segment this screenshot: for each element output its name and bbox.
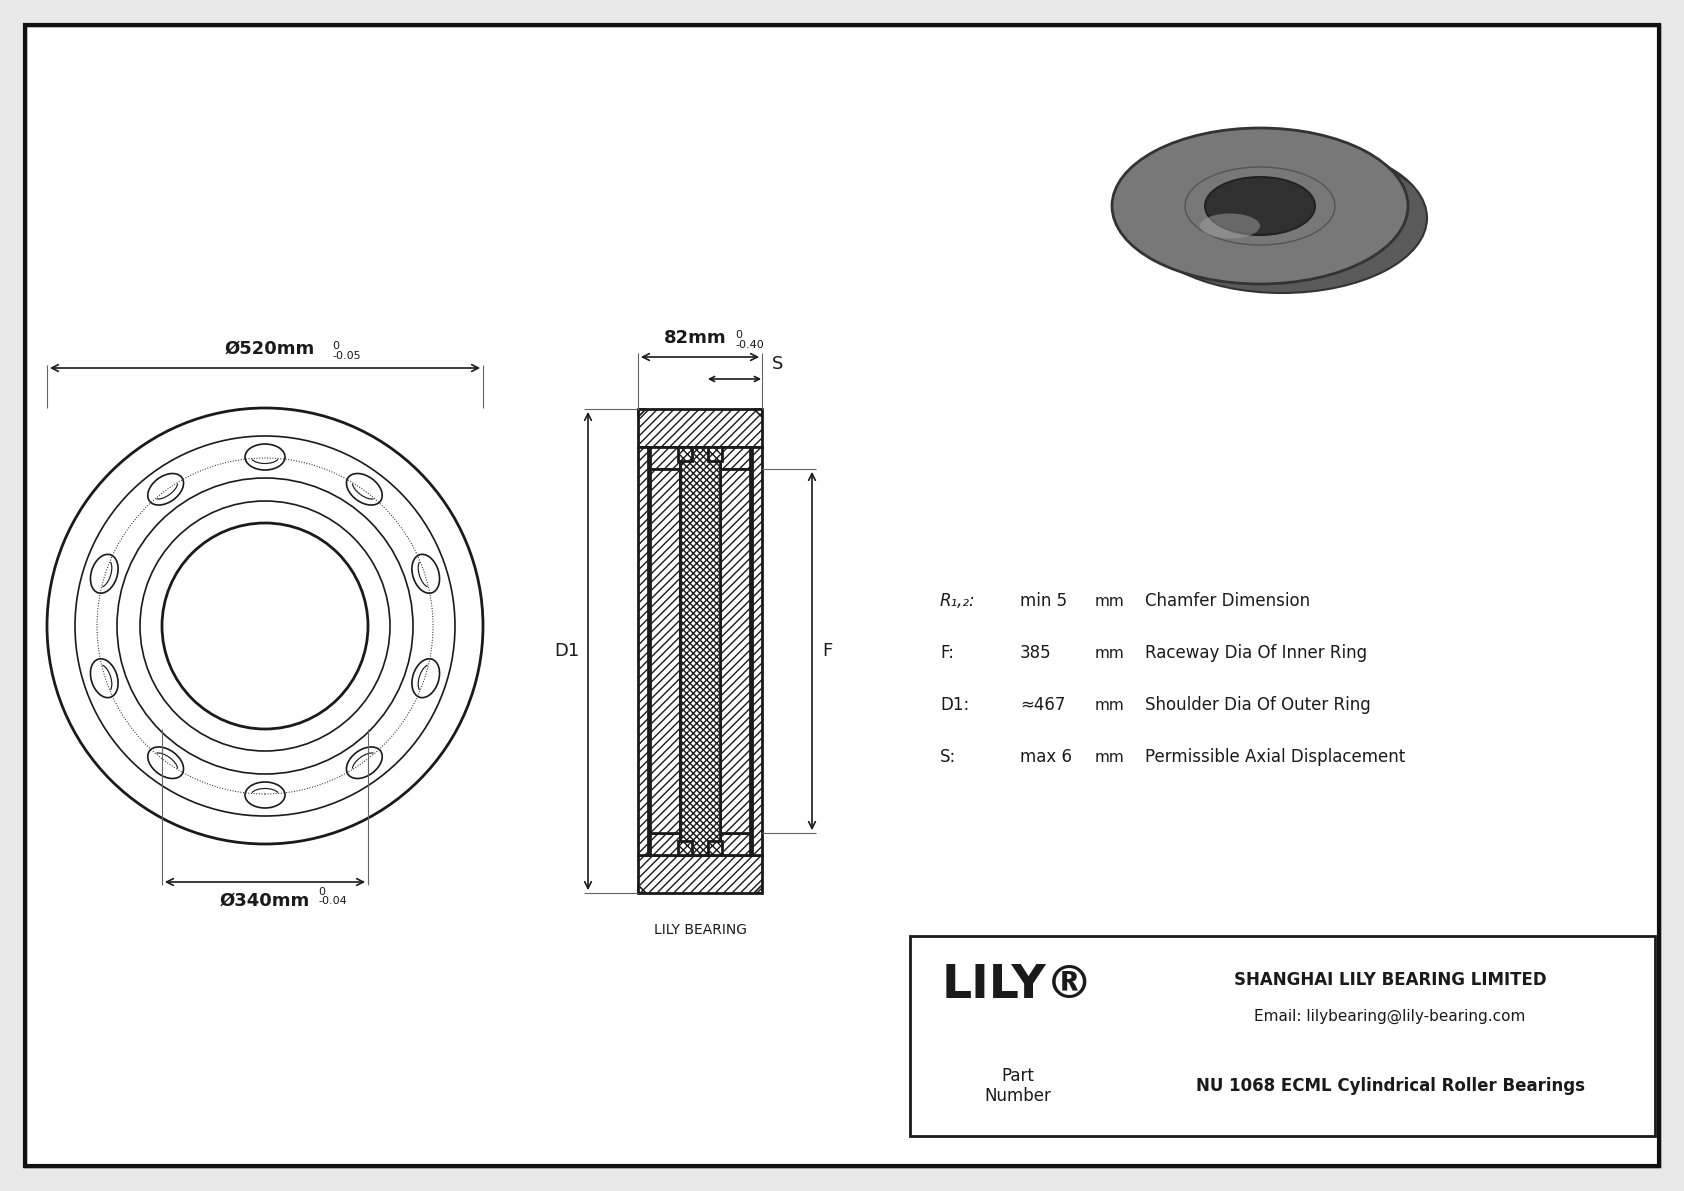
Bar	[650, 447, 680, 469]
Text: max 6: max 6	[1021, 748, 1073, 766]
Bar	[721, 833, 749, 855]
Text: 0: 0	[332, 341, 338, 351]
Bar	[721, 833, 749, 855]
Bar	[721, 469, 749, 833]
Text: R₁,₂:: R₁,₂:	[940, 592, 975, 610]
Text: 0: 0	[318, 887, 325, 897]
Text: 0: 0	[734, 330, 743, 339]
Text: Part
Number: Part Number	[983, 1067, 1051, 1105]
Bar	[706, 833, 721, 855]
Bar	[650, 469, 680, 833]
Bar	[680, 447, 695, 469]
Text: Ø520mm: Ø520mm	[226, 339, 315, 358]
Bar	[679, 447, 692, 461]
Polygon shape	[1128, 127, 1411, 183]
Text: Raceway Dia Of Inner Ring: Raceway Dia Of Inner Ring	[1145, 644, 1367, 662]
Text: F:: F:	[940, 644, 955, 662]
Text: S:: S:	[940, 748, 957, 766]
Ellipse shape	[1137, 143, 1426, 293]
Text: -0.04: -0.04	[318, 896, 347, 906]
Bar	[721, 447, 749, 469]
Bar	[679, 447, 692, 461]
Bar	[638, 409, 761, 447]
Bar	[650, 469, 680, 833]
Text: Permissible Axial Displacement: Permissible Axial Displacement	[1145, 748, 1404, 766]
Text: R₁: R₁	[699, 464, 712, 478]
Text: mm: mm	[1095, 646, 1125, 661]
Bar	[706, 447, 721, 469]
Text: D1: D1	[554, 642, 579, 660]
Bar	[707, 447, 722, 461]
Bar	[680, 447, 695, 469]
Text: mm: mm	[1095, 593, 1125, 609]
Bar	[679, 841, 692, 855]
Text: LILY BEARING: LILY BEARING	[653, 923, 746, 937]
Bar	[707, 447, 722, 461]
Bar	[638, 447, 648, 855]
Ellipse shape	[1201, 213, 1260, 238]
Bar	[638, 855, 761, 893]
Text: mm: mm	[1095, 749, 1125, 765]
Bar	[650, 447, 680, 469]
Bar	[679, 841, 692, 855]
Text: D1:: D1:	[940, 696, 970, 713]
Ellipse shape	[1111, 127, 1408, 283]
Text: -0.40: -0.40	[734, 339, 765, 350]
Bar	[753, 447, 761, 855]
Text: NU 1068 ECML Cylindrical Roller Bearings: NU 1068 ECML Cylindrical Roller Bearings	[1196, 1077, 1585, 1095]
Text: min 5: min 5	[1021, 592, 1068, 610]
Text: 385: 385	[1021, 644, 1051, 662]
Text: S: S	[771, 355, 783, 373]
Bar	[707, 841, 722, 855]
Bar	[721, 447, 749, 469]
Bar	[753, 447, 761, 855]
Text: -0.05: -0.05	[332, 351, 360, 361]
Text: LILY®: LILY®	[941, 964, 1093, 1009]
Text: mm: mm	[1095, 698, 1125, 712]
Bar	[909, 936, 1655, 1136]
Bar	[680, 833, 695, 855]
Text: Chamfer Dimension: Chamfer Dimension	[1145, 592, 1310, 610]
Text: 82mm: 82mm	[663, 329, 726, 347]
Text: SHANGHAI LILY BEARING LIMITED: SHANGHAI LILY BEARING LIMITED	[1234, 971, 1546, 989]
Bar	[721, 469, 749, 833]
Text: Email: lilybearing@lily-bearing.com: Email: lilybearing@lily-bearing.com	[1255, 1009, 1526, 1023]
Bar	[650, 833, 680, 855]
Text: Shoulder Dia Of Outer Ring: Shoulder Dia Of Outer Ring	[1145, 696, 1371, 713]
Text: ≈467: ≈467	[1021, 696, 1066, 713]
Bar	[638, 855, 761, 893]
Text: Ø340mm: Ø340mm	[221, 892, 310, 910]
Bar	[650, 833, 680, 855]
Bar	[680, 447, 721, 855]
Bar	[680, 833, 695, 855]
Bar	[706, 833, 721, 855]
Text: F: F	[822, 642, 832, 660]
Bar	[680, 447, 721, 855]
Bar	[638, 409, 761, 447]
Text: R₂: R₂	[662, 424, 675, 437]
Bar	[706, 447, 721, 469]
Ellipse shape	[1206, 177, 1315, 235]
Bar	[707, 841, 722, 855]
Bar	[638, 447, 648, 855]
